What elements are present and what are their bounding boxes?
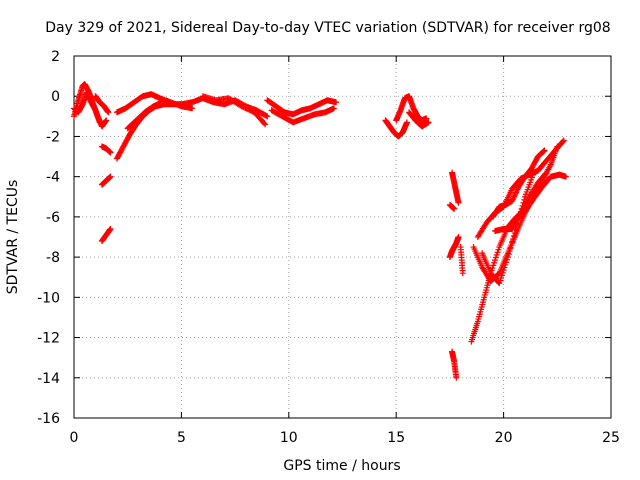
y-tick-label: -12 <box>37 331 60 347</box>
data-point <box>107 149 114 156</box>
data-point <box>502 261 509 268</box>
data-point <box>495 246 502 253</box>
data-point <box>510 236 517 243</box>
data-point <box>505 251 512 258</box>
data-point <box>333 99 340 106</box>
data-point <box>541 147 548 154</box>
data-point <box>423 115 430 122</box>
data-point <box>543 169 550 176</box>
x-tick-label: 25 <box>602 430 620 446</box>
data-point <box>497 277 504 284</box>
data-point <box>562 173 569 180</box>
data-point <box>530 169 537 176</box>
data-point <box>107 225 114 232</box>
data-point <box>511 229 518 236</box>
data-point <box>492 254 499 261</box>
x-tick-labels: 0 5 10 15 20 25 <box>70 430 620 446</box>
data-point <box>189 105 196 112</box>
data-point <box>261 120 268 127</box>
data-point <box>504 256 511 263</box>
data-point <box>330 105 337 112</box>
data-point <box>489 264 496 271</box>
plot-frame <box>73 55 612 419</box>
data-point <box>491 259 498 266</box>
data-point <box>490 262 497 269</box>
data-point <box>540 148 547 155</box>
y-tick-label: -6 <box>46 210 60 226</box>
data-point <box>459 270 466 277</box>
data-point <box>105 109 112 116</box>
data-point <box>498 275 505 282</box>
data-point <box>492 257 499 264</box>
axis-ticks <box>73 55 612 419</box>
data-point <box>455 199 462 206</box>
data-point <box>403 119 410 126</box>
data-point <box>503 259 510 266</box>
y-tick-label: 2 <box>51 49 60 65</box>
data-point <box>508 242 515 249</box>
data-point <box>507 245 514 252</box>
data-point <box>263 112 270 119</box>
x-tick-label: 0 <box>70 430 79 446</box>
data-point <box>493 251 500 258</box>
data-point <box>159 99 166 106</box>
y-tick-label: -16 <box>37 411 60 427</box>
y-tick-label: 0 <box>51 89 60 105</box>
x-tick-label: 5 <box>177 430 186 446</box>
data-point <box>540 148 547 155</box>
data-point <box>455 234 462 240</box>
y-axis-label: SDTVAR / TECUs <box>5 180 21 295</box>
data-point <box>453 374 460 381</box>
y-tick-label: -8 <box>46 250 60 266</box>
y-tick-label: -2 <box>46 129 60 145</box>
data-point <box>262 121 269 128</box>
data-point <box>425 119 432 126</box>
chart-title: Day 329 of 2021, Sidereal Day-to-day VTE… <box>45 20 610 36</box>
data-point <box>560 137 567 144</box>
data-point <box>501 264 508 271</box>
grid-lines <box>74 56 611 418</box>
data-point <box>506 248 513 255</box>
data-point <box>264 113 271 120</box>
data-point <box>498 272 505 279</box>
data-point <box>96 119 103 126</box>
y-tick-label: -4 <box>46 170 60 186</box>
data-point <box>496 280 503 287</box>
data-point <box>494 249 501 256</box>
x-axis-label: GPS time / hours <box>283 458 400 474</box>
data-point <box>499 269 506 276</box>
y-tick-label: -10 <box>37 290 60 306</box>
data-point <box>559 138 566 145</box>
x-tick-label: 10 <box>280 430 298 446</box>
data-point <box>103 117 110 124</box>
data-point <box>510 232 517 239</box>
data-point <box>504 254 511 261</box>
data-point <box>107 173 114 180</box>
x-tick-label: 15 <box>387 430 405 446</box>
data-points <box>71 81 569 381</box>
data-point <box>509 239 516 246</box>
x-tick-label: 20 <box>495 430 513 446</box>
y-tick-label: -14 <box>37 371 60 387</box>
data-point <box>542 170 549 177</box>
data-point <box>500 267 507 274</box>
data-point <box>451 205 458 212</box>
y-tick-labels: 2 0 -2 -4 -6 -8 -10 -12 -14 -16 <box>37 49 60 427</box>
